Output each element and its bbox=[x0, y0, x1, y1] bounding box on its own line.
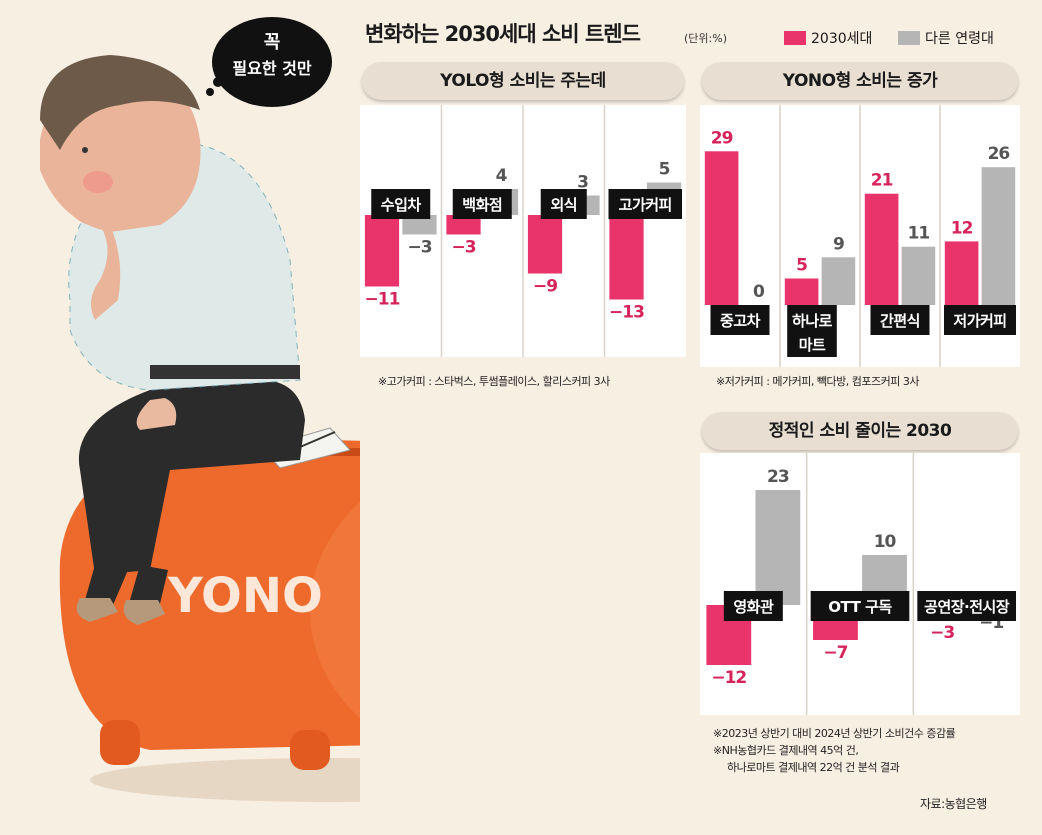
value-label-other-cat1: 4 bbox=[496, 166, 508, 186]
page-title: 변화하는 2030세대 소비 트렌드 bbox=[365, 22, 641, 46]
note-yono: ※저가커피 : 메가커피, 빽다방, 컴포즈커피 3사 bbox=[716, 375, 919, 388]
value-label-other-cat0: 23 bbox=[767, 467, 789, 487]
footnote-1: ※2023년 상반기 대비 2024년 상반기 소비건수 증감률 bbox=[713, 727, 956, 740]
bar-2030-cat2 bbox=[527, 215, 563, 274]
category-label-box bbox=[371, 189, 431, 219]
speech-bubble-line1: 꼭 bbox=[264, 32, 281, 53]
bar-other-cat3 bbox=[981, 167, 1016, 305]
category-label-box bbox=[540, 189, 587, 219]
category-label-cat2: 공연장·전시장 bbox=[924, 598, 1010, 616]
source-label: 자료:농협은행 bbox=[920, 797, 987, 811]
bar-2030-cat0 bbox=[364, 215, 400, 287]
unit-label: (단위:%) bbox=[684, 32, 727, 45]
value-label-2030-cat0: 29 bbox=[711, 128, 733, 148]
bar-2030-cat1 bbox=[784, 278, 819, 305]
bar-other-cat2 bbox=[901, 246, 936, 305]
value-label-other-cat3: 26 bbox=[988, 144, 1010, 164]
chart-yono: 29 0 중고차 5 9 하나로마트 21 11 간편식 12 26 저가커피 bbox=[700, 105, 1020, 367]
footnote-3: 하나로마트 결제내역 22억 건 분석 결과 bbox=[727, 761, 900, 774]
bar-2030-cat3 bbox=[609, 215, 644, 300]
chart-yolo: −11 −3 수입차 −3 4 백화점 −9 3외식 −13 5 고가커피 bbox=[360, 105, 686, 357]
category-label-box bbox=[917, 591, 1016, 621]
speech-bubble-line2: 필요한 것만 bbox=[232, 59, 311, 78]
value-label-2030-cat2: −3 bbox=[930, 623, 954, 643]
speech-bubble bbox=[212, 17, 332, 107]
value-label-other-cat2: 3 bbox=[577, 173, 588, 193]
illustration: YONO 꼭 필요한 것만 bbox=[40, 17, 360, 802]
value-label-2030-cat0: −11 bbox=[365, 290, 400, 310]
category-label-cat2: 외식 bbox=[550, 196, 577, 214]
value-label-other-cat0: −3 bbox=[407, 238, 431, 258]
category-label-box bbox=[723, 591, 783, 621]
legend-item-2030: 2030세대 bbox=[784, 28, 872, 48]
category-label-box bbox=[452, 189, 512, 219]
value-label-other-cat1: 9 bbox=[833, 234, 844, 254]
category-label-cat0: 영화관 bbox=[733, 598, 774, 616]
category-label-box bbox=[810, 591, 910, 621]
panel-title-yolo: YOLO형 소비는 주는데 bbox=[362, 62, 684, 100]
value-label-other-cat3: 5 bbox=[659, 160, 670, 180]
category-label-box bbox=[787, 305, 837, 357]
value-label-2030-cat3: 12 bbox=[951, 218, 973, 238]
category-label-box bbox=[870, 305, 930, 335]
value-label-2030-cat2: 21 bbox=[871, 171, 893, 191]
value-label-2030-cat1: −3 bbox=[451, 238, 475, 258]
bar-2030-cat0 bbox=[704, 151, 739, 305]
value-label-other-cat1: 10 bbox=[874, 532, 897, 552]
category-label-box bbox=[608, 189, 682, 219]
man-illustration bbox=[40, 55, 305, 625]
value-label-2030-cat0: −12 bbox=[711, 668, 746, 688]
category-label-cat3: 저가커피 bbox=[953, 312, 1006, 330]
category-label-cat2: 간편식 bbox=[880, 312, 920, 330]
value-label-2030-cat1: 5 bbox=[796, 256, 807, 276]
value-label-2030-cat1: −7 bbox=[823, 643, 847, 663]
note-yolo: ※고가커피 : 스타벅스, 투썸플레이스, 할리스커피 3사 bbox=[378, 375, 610, 388]
category-label-cat0: 중고차 bbox=[720, 312, 761, 330]
category-label-cat3: 고가커피 bbox=[619, 196, 672, 214]
value-label-2030-cat3: −13 bbox=[609, 303, 644, 323]
footnote-2: ※NH농협카드 결제내역 45억 건, bbox=[713, 744, 859, 757]
value-label-other-cat2: 11 bbox=[908, 224, 930, 244]
legend-swatch-other bbox=[898, 31, 920, 45]
bar-other-cat0 bbox=[755, 490, 801, 605]
category-label-box bbox=[944, 305, 1016, 335]
category-label-cat1: 마트 bbox=[799, 336, 826, 354]
bar-2030-cat3 bbox=[944, 241, 979, 305]
legend-item-other: 다른 연령대 bbox=[898, 28, 994, 48]
bar-other-cat1 bbox=[821, 257, 856, 305]
value-label-other-cat0: 0 bbox=[753, 282, 765, 302]
category-label-box bbox=[710, 305, 770, 335]
category-label-cat1: 백화점 bbox=[462, 196, 502, 214]
thought-dot bbox=[206, 88, 214, 96]
bar-other-cat0 bbox=[402, 215, 437, 235]
category-label-cat1: OTT 구독 bbox=[828, 598, 892, 616]
legend-swatch-2030 bbox=[784, 31, 806, 45]
bar-2030-cat1 bbox=[446, 215, 481, 235]
ground-shadow bbox=[90, 758, 360, 802]
legend-label-other: 다른 연령대 bbox=[925, 31, 994, 47]
panel-title-static: 정적인 소비 줄이는 2030 bbox=[702, 412, 1018, 450]
value-label-2030-cat2: −9 bbox=[533, 277, 557, 297]
chart-background bbox=[700, 453, 1020, 715]
bar-2030-cat2 bbox=[864, 193, 899, 305]
category-label-cat1: 하나로 bbox=[792, 312, 833, 330]
yono-label: YONO bbox=[167, 568, 323, 624]
panel-title-yono: YONO형 소비는 증가 bbox=[702, 62, 1018, 100]
legend-label-2030: 2030세대 bbox=[811, 31, 873, 47]
category-label-cat0: 수입차 bbox=[381, 196, 422, 214]
